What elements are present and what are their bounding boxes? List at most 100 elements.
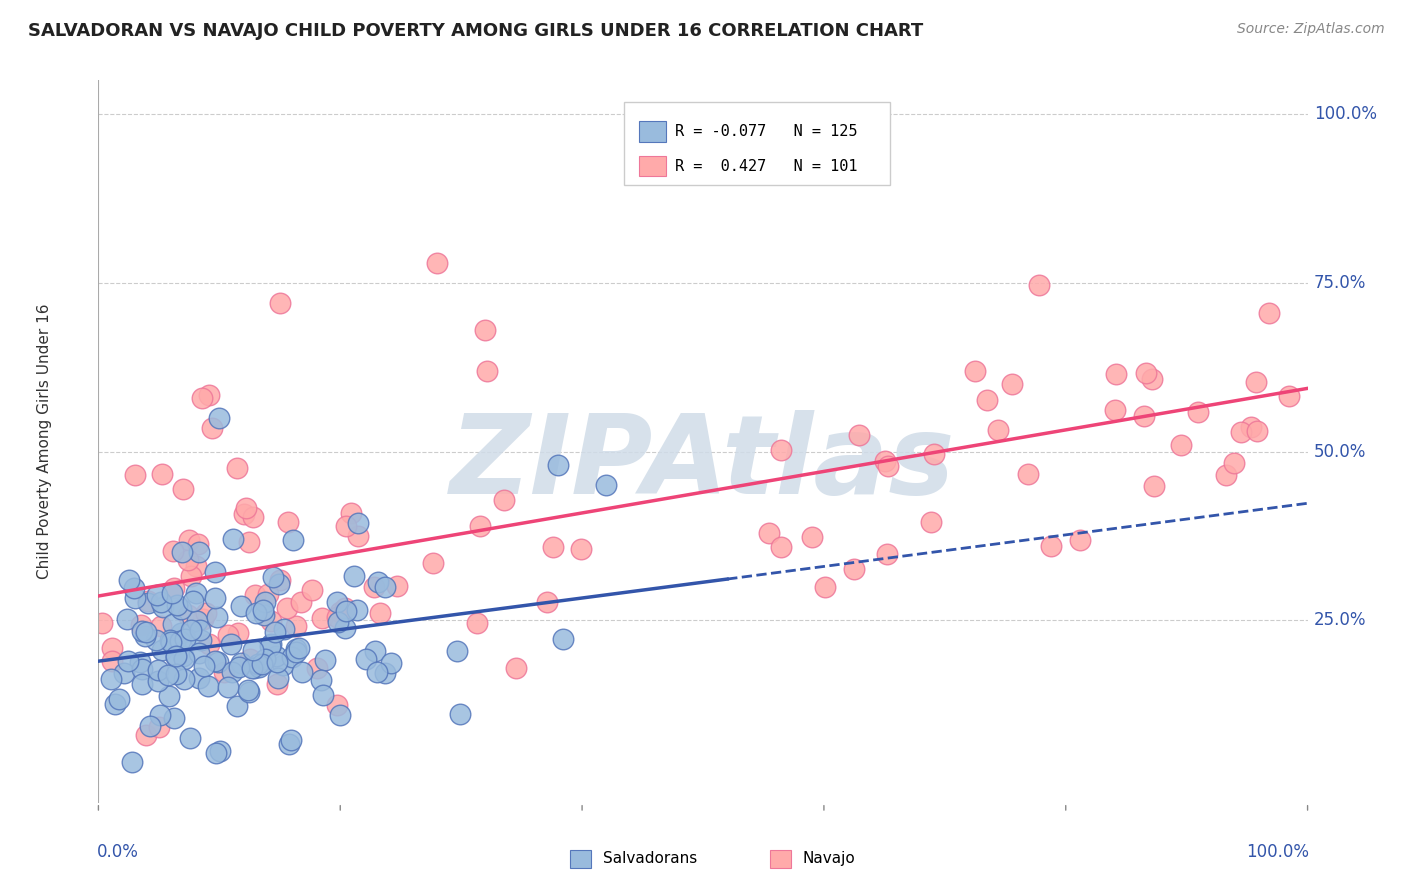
Point bbox=[1017, 467, 1039, 481]
Text: 50.0%: 50.0% bbox=[1313, 442, 1367, 460]
Point bbox=[129, 656, 152, 670]
Point bbox=[329, 708, 352, 723]
Point bbox=[326, 615, 349, 629]
Point bbox=[877, 458, 900, 473]
Point bbox=[1246, 424, 1268, 438]
Point bbox=[219, 637, 242, 651]
Point bbox=[873, 454, 896, 468]
Point bbox=[262, 570, 284, 584]
Point bbox=[280, 649, 302, 664]
Point bbox=[148, 674, 170, 689]
Point bbox=[148, 721, 170, 735]
Point bbox=[340, 506, 363, 520]
Point bbox=[204, 565, 226, 579]
Point bbox=[145, 633, 167, 648]
Point bbox=[169, 633, 191, 648]
Point bbox=[247, 657, 270, 671]
Point bbox=[752, 120, 775, 135]
Point bbox=[1215, 467, 1237, 482]
Point bbox=[136, 594, 159, 608]
Point bbox=[221, 665, 243, 680]
Point bbox=[267, 671, 290, 685]
Point bbox=[876, 548, 898, 562]
Point bbox=[100, 673, 122, 687]
Point bbox=[207, 655, 229, 669]
Point bbox=[124, 467, 146, 482]
Text: ZIPAtlas: ZIPAtlas bbox=[450, 409, 956, 516]
Point bbox=[385, 578, 408, 592]
Point bbox=[235, 500, 257, 515]
Point bbox=[1069, 533, 1091, 548]
Point bbox=[814, 580, 837, 594]
Point bbox=[201, 421, 224, 435]
Point bbox=[239, 651, 262, 665]
Point bbox=[1105, 367, 1128, 381]
Point bbox=[131, 677, 153, 691]
Point bbox=[197, 679, 219, 693]
Point bbox=[217, 628, 239, 642]
Point bbox=[281, 533, 304, 547]
Point bbox=[208, 411, 231, 425]
Text: R = -0.077   N = 125: R = -0.077 N = 125 bbox=[675, 124, 858, 139]
Point bbox=[307, 661, 329, 675]
Point bbox=[184, 559, 207, 574]
Point bbox=[277, 515, 299, 529]
Text: 100.0%: 100.0% bbox=[1313, 105, 1376, 123]
Text: 100.0%: 100.0% bbox=[1246, 843, 1309, 861]
Point bbox=[242, 510, 264, 524]
Point bbox=[226, 626, 249, 640]
Point bbox=[129, 618, 152, 632]
FancyBboxPatch shape bbox=[569, 850, 591, 868]
Point bbox=[250, 657, 273, 671]
Point bbox=[245, 607, 267, 621]
Point bbox=[813, 107, 835, 121]
Point bbox=[374, 665, 396, 680]
Point bbox=[177, 608, 200, 623]
Point bbox=[242, 661, 264, 675]
Point bbox=[363, 580, 385, 594]
Point bbox=[354, 652, 377, 666]
Point bbox=[188, 646, 211, 660]
Point bbox=[191, 392, 214, 406]
Point bbox=[131, 662, 153, 676]
Point bbox=[157, 668, 180, 682]
Point bbox=[101, 641, 124, 656]
Text: 25.0%: 25.0% bbox=[1313, 612, 1367, 630]
Point bbox=[91, 616, 114, 631]
Point bbox=[243, 588, 266, 602]
Point bbox=[165, 666, 187, 681]
Point bbox=[163, 582, 186, 596]
Point bbox=[276, 601, 298, 615]
Text: SALVADORAN VS NAVAJO CHILD POVERTY AMONG GIRLS UNDER 16 CORRELATION CHART: SALVADORAN VS NAVAJO CHILD POVERTY AMONG… bbox=[28, 22, 924, 40]
Point bbox=[346, 603, 368, 617]
Point bbox=[284, 642, 307, 657]
Text: 75.0%: 75.0% bbox=[1313, 274, 1367, 292]
Point bbox=[139, 718, 162, 732]
Point bbox=[253, 607, 276, 622]
Point bbox=[247, 660, 270, 674]
Point bbox=[278, 737, 301, 751]
Point bbox=[343, 568, 366, 582]
Text: Child Poverty Among Girls Under 16: Child Poverty Among Girls Under 16 bbox=[37, 304, 52, 579]
Point bbox=[188, 671, 211, 685]
Point bbox=[173, 672, 195, 686]
Point bbox=[177, 552, 200, 566]
Point bbox=[1257, 306, 1279, 320]
Point bbox=[226, 461, 249, 475]
Point bbox=[963, 363, 986, 377]
Point bbox=[314, 652, 336, 666]
Point bbox=[163, 711, 186, 725]
Text: Source: ZipAtlas.com: Source: ZipAtlas.com bbox=[1237, 22, 1385, 37]
Point bbox=[1133, 409, 1156, 424]
Point bbox=[145, 588, 167, 602]
Point bbox=[333, 621, 356, 635]
Point bbox=[187, 536, 209, 550]
Text: 0.0%: 0.0% bbox=[97, 843, 139, 861]
Point bbox=[260, 614, 283, 628]
Point bbox=[468, 518, 491, 533]
FancyBboxPatch shape bbox=[769, 850, 790, 868]
Point bbox=[976, 392, 998, 407]
Point bbox=[162, 544, 184, 558]
Point bbox=[149, 707, 172, 722]
Point bbox=[179, 731, 201, 745]
